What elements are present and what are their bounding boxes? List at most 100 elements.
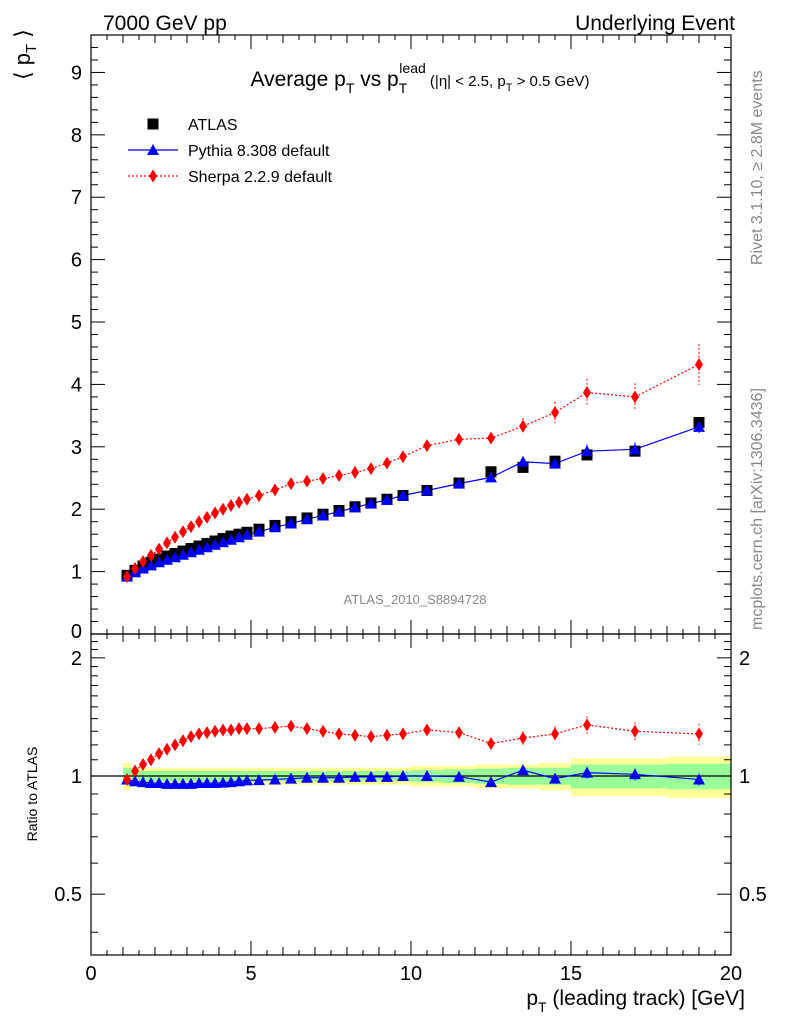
sherpa-point (195, 515, 203, 529)
pythia-ratio-point (177, 777, 189, 789)
legend-label: Pythia 8.308 default (188, 143, 330, 160)
x-tick-label: 10 (400, 963, 422, 985)
pythia-point (269, 521, 281, 533)
sherpa-point (187, 520, 195, 534)
sherpa-ratio-line (126, 724, 700, 780)
sherpa-ratio-point (203, 726, 211, 740)
pythia-point (285, 517, 297, 529)
header-right: Underlying Event (575, 12, 735, 35)
pythia-ratio-point (153, 776, 165, 788)
pythia-point (517, 455, 529, 467)
sherpa-ratio-point (123, 772, 131, 786)
sherpa-ratio-point (227, 723, 235, 737)
atlas-point (517, 461, 529, 473)
sherpa-point (227, 498, 235, 512)
pythia-ratio-point (137, 776, 149, 788)
sherpa-ratio-point (455, 726, 463, 740)
pythia-ratio-point (217, 776, 229, 788)
legend-label: ATLAS (188, 117, 238, 134)
sherpa-point (303, 474, 311, 488)
pythia-line (126, 426, 700, 578)
sherpa-point (695, 357, 703, 371)
pythia-ratio-point (201, 776, 213, 788)
sherpa-point (335, 469, 343, 483)
y-tick-label: 0 (71, 621, 82, 643)
sherpa-ratio-point (271, 720, 279, 734)
pythia-point (549, 457, 561, 469)
y-axis-label: ⟨ pT ⟩ (10, 29, 40, 80)
svg-text:⟨ pT ⟩: ⟨ pT ⟩ (10, 29, 40, 80)
sherpa-ratio-point (631, 724, 639, 738)
sherpa-ratio-point (383, 728, 391, 742)
y-tick-label: 8 (71, 125, 82, 147)
pythia-ratio-point (333, 771, 345, 783)
pythia-point (381, 493, 393, 505)
pythia-ratio-point (517, 764, 529, 776)
pythia-point (349, 501, 361, 513)
y-tick-label: 1 (71, 562, 82, 584)
ratio-tick-label: 2 (71, 648, 82, 670)
pythia-ratio-point (301, 771, 313, 783)
pythia-ratio-point (581, 766, 593, 778)
sherpa-point (147, 548, 155, 562)
pythia-ratio-point (397, 770, 409, 782)
ratio-axis-label: Ratio to ATLAS (24, 747, 40, 842)
side-label-mcplots: mcplots.cern.ch [arXiv:1306.3436] (749, 388, 766, 630)
sherpa-ratio-point (255, 722, 263, 736)
sherpa-point (287, 477, 295, 491)
pythia-point (301, 513, 313, 525)
pythia-point (333, 505, 345, 517)
sherpa-ratio-point (219, 723, 227, 737)
pythia-ratio-point (453, 770, 465, 782)
legend: ATLAS Pythia 8.308 default Sherpa 2.2.9 de… (128, 117, 333, 186)
sherpa-ratio-point (303, 722, 311, 736)
sherpa-point (351, 465, 359, 479)
side-label-rivet: Rivet 3.1.10, ≥ 2.8M events (749, 70, 766, 265)
axes-frame: 0 5 10 15 20 1 2 3 4 5 6 7 8 9 0 0.5 0.5 1 1 2 2 (54, 34, 767, 985)
sherpa-ratio-point (235, 722, 243, 736)
pythia-point (253, 525, 265, 537)
sherpa-point (583, 386, 591, 400)
sherpa-ratio-point (211, 724, 219, 738)
pythia-point (629, 443, 641, 455)
sherpa-point (139, 555, 147, 569)
sherpa-ratio-point (551, 727, 559, 741)
pythia-ratio-point (317, 771, 329, 783)
sherpa-point (255, 488, 263, 502)
sherpa-ratio-point (179, 734, 187, 748)
sherpa-ratio-point (187, 730, 195, 744)
pythia-point (317, 509, 329, 521)
sherpa-point (211, 506, 219, 520)
y-tick-label: 4 (71, 374, 82, 396)
pythia-point (581, 445, 593, 457)
sherpa-ratio-point (695, 727, 703, 741)
sherpa-ratio-point (583, 718, 591, 732)
sherpa-ratio-point (131, 764, 139, 778)
sherpa-ratio-point (519, 731, 527, 745)
y-tick-label: 2 (71, 499, 82, 521)
pythia-ratio-point (629, 768, 641, 780)
svg-text:pT (leading track) [GeV]: pT (leading track) [GeV] (526, 987, 745, 1015)
sherpa-line (126, 363, 700, 578)
header-left: 7000 GeV pp (103, 12, 227, 35)
pythia-ratio-point (225, 776, 237, 788)
legend-pythia-marker (147, 144, 159, 155)
sherpa-point (519, 419, 527, 433)
pythia-ratio-point (241, 774, 253, 786)
sherpa-point (551, 405, 559, 419)
sherpa-ratio-point (195, 727, 203, 741)
sherpa-point (219, 502, 227, 516)
x-tick-label: 20 (720, 963, 742, 985)
sherpa-point (179, 525, 187, 539)
sherpa-ratio-point (319, 724, 327, 738)
ratio-tick-label: 0.5 (739, 884, 767, 906)
sherpa-ratio-point (335, 727, 343, 741)
sherpa-ratio-point (243, 722, 251, 736)
pythia-ratio-point (233, 775, 245, 787)
pythia-point (485, 471, 497, 483)
sherpa-point (123, 570, 131, 584)
sherpa-ratio-point (147, 753, 155, 767)
pythia-ratio-point (161, 777, 173, 789)
ratio-tick-label: 1 (71, 766, 82, 788)
y-tick-label: 9 (71, 62, 82, 84)
